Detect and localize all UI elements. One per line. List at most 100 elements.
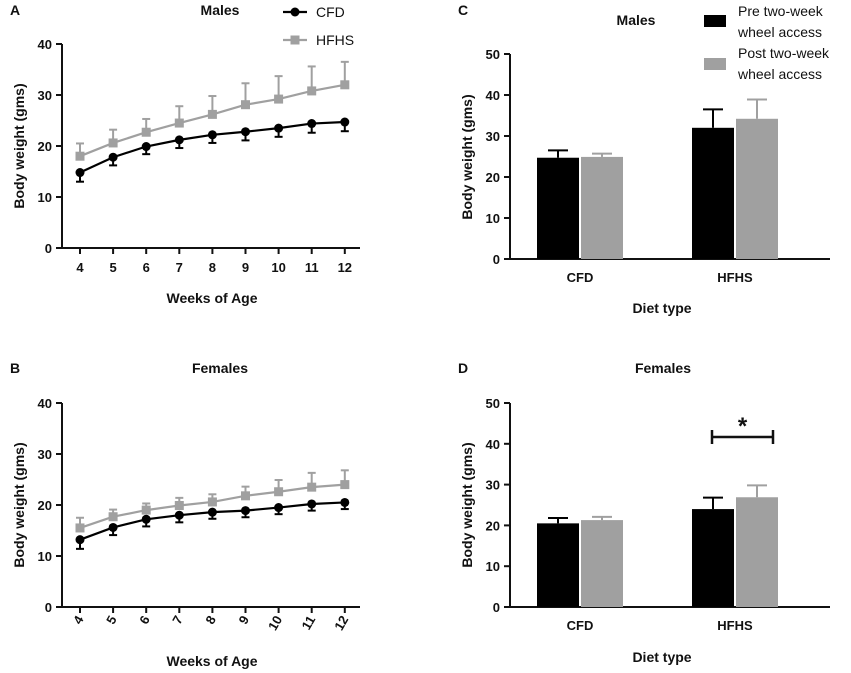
- legend-label: wheel access: [737, 66, 822, 82]
- data-point: [207, 497, 217, 507]
- legend-swatch: [704, 15, 726, 27]
- data-point: [141, 127, 151, 137]
- data-point: [307, 482, 317, 492]
- y-tick-label: 0: [493, 252, 500, 267]
- y-tick-label: 50: [486, 47, 500, 62]
- x-tick-label: HFHS: [717, 618, 753, 633]
- data-point: [108, 138, 118, 148]
- y-tick-label: 10: [38, 190, 52, 205]
- data-point: [274, 487, 284, 497]
- data-point: [207, 507, 217, 517]
- data-point: [241, 506, 250, 516]
- bar: [736, 497, 778, 607]
- x-tick-label: 11: [298, 613, 318, 632]
- significance-star: *: [738, 413, 748, 440]
- legend-swatch: [704, 58, 726, 70]
- legend-label: Pre two-week: [738, 3, 824, 19]
- data-point: [274, 503, 284, 513]
- legend-label: CFD: [316, 4, 345, 20]
- y-tick-label: 10: [486, 559, 500, 574]
- y-tick-label: 20: [486, 518, 500, 533]
- legend-bar: Pre two-week wheel access Post two-week whe…: [704, 3, 830, 82]
- y-tick-label: 10: [486, 211, 500, 226]
- x-tick-label: 5: [109, 260, 116, 275]
- x-tick-label: 5: [103, 613, 120, 627]
- y-tick-label: 50: [486, 396, 500, 411]
- y-axis-label: Body weight (gms): [459, 442, 475, 567]
- x-tick-label: 11: [305, 260, 319, 275]
- legend-marker: [290, 7, 300, 17]
- x-tick-label: 9: [242, 260, 249, 275]
- y-axis-label: Body weight (gms): [11, 83, 27, 208]
- legend-marker: [290, 35, 300, 45]
- y-tick-label: 40: [38, 37, 52, 52]
- series-cfd: [75, 117, 350, 183]
- bar: [692, 127, 734, 259]
- x-tick-label: 4: [76, 260, 84, 275]
- y-tick-label: 0: [45, 241, 52, 256]
- y-axis-label: Body weight (gms): [459, 94, 475, 219]
- data-point: [174, 118, 184, 128]
- y-tick-label: 10: [38, 549, 52, 564]
- x-tick-label: 4: [70, 612, 87, 626]
- series-cfd: [75, 497, 350, 550]
- panel-b: B Females 0 10 20 30 40 Body weight (gms) Weeks …: [10, 360, 360, 669]
- data-point: [141, 514, 151, 524]
- x-tick-label: 7: [169, 613, 186, 627]
- bar: [736, 118, 778, 259]
- data-point: [340, 80, 350, 90]
- x-tick-label: 7: [176, 260, 183, 275]
- y-tick-label: 30: [486, 129, 500, 144]
- data-point: [75, 168, 85, 178]
- chart-title: Males: [617, 12, 656, 28]
- legend-label: Post two-week: [738, 45, 830, 61]
- chart-title: Males: [201, 2, 240, 18]
- y-tick-label: 0: [493, 600, 500, 615]
- x-axis-label: Weeks of Age: [166, 653, 257, 669]
- y-tick-label: 20: [38, 498, 52, 513]
- data-point: [108, 522, 118, 532]
- y-tick-label: 40: [486, 437, 500, 452]
- data-point: [207, 109, 217, 119]
- bar: [581, 156, 623, 259]
- x-tick-label: 10: [271, 260, 285, 275]
- data-point: [141, 142, 151, 152]
- y-tick-label: 20: [38, 139, 52, 154]
- x-tick-label: 6: [136, 613, 153, 627]
- data-point: [241, 491, 250, 501]
- series-hfhs: [75, 60, 350, 161]
- panel-letter: B: [10, 360, 20, 376]
- data-point: [307, 86, 317, 96]
- panel-a: A Males 0 10 20 30 40 Body weight (gms) Weeks of…: [10, 2, 360, 306]
- chart-title: Females: [635, 360, 691, 376]
- series-hfhs: [75, 469, 350, 533]
- data-point: [340, 497, 350, 507]
- data-point: [241, 127, 250, 137]
- data-point: [274, 123, 284, 133]
- legend-label: wheel access: [737, 24, 822, 40]
- x-tick-label: 8: [202, 613, 219, 627]
- data-point: [75, 535, 85, 545]
- data-point: [340, 117, 350, 127]
- x-tick-label: 10: [265, 613, 285, 633]
- legend-label: HFHS: [316, 32, 354, 48]
- chart-title: Females: [192, 360, 248, 376]
- data-point: [340, 480, 350, 490]
- x-tick-label: CFD: [567, 618, 594, 633]
- y-tick-label: 30: [486, 478, 500, 493]
- x-tick-label: CFD: [567, 270, 594, 285]
- panel-letter: A: [10, 2, 20, 18]
- bar: [692, 509, 734, 607]
- bar: [581, 520, 623, 607]
- y-tick-label: 0: [45, 600, 52, 615]
- panel-d: D Females 0 10 20 30 40 50 Body weight (gms) Diet…: [458, 360, 830, 665]
- y-axis-label: Body weight (gms): [11, 442, 27, 567]
- data-point: [174, 135, 184, 145]
- y-tick-label: 30: [38, 447, 52, 462]
- data-point: [274, 94, 284, 104]
- x-axis-label: Diet type: [632, 649, 691, 665]
- bar: [537, 523, 579, 607]
- data-point: [207, 130, 217, 140]
- data-point: [174, 510, 184, 520]
- y-tick-label: 40: [38, 396, 52, 411]
